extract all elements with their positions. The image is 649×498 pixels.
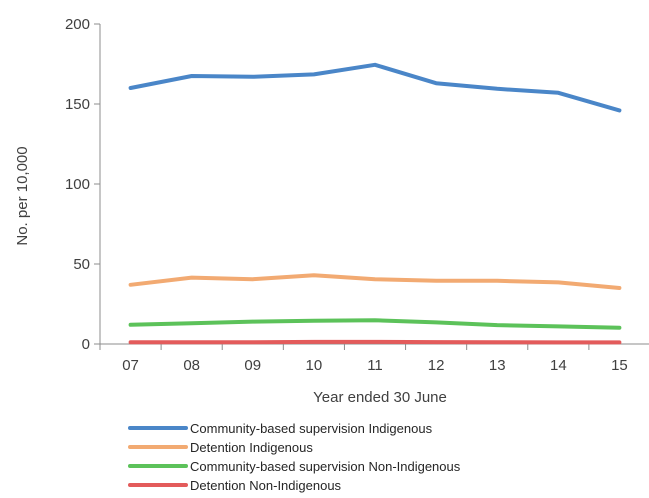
series-line-1 <box>128 62 622 113</box>
x-axis-title: Year ended 30 June <box>313 389 447 406</box>
legend-label-2: Detention Indigenous <box>190 440 313 455</box>
series-line-4 <box>128 339 622 345</box>
series-line-2 <box>128 273 622 290</box>
x-tick-label: 15 <box>611 357 628 374</box>
x-tick-label: 13 <box>489 357 506 374</box>
series-line-3 <box>128 318 622 330</box>
y-tick-label: 50 <box>73 256 90 273</box>
x-tick-label: 09 <box>244 357 261 374</box>
x-tick-label: 12 <box>428 357 445 374</box>
y-tick-label: 0 <box>82 336 90 353</box>
x-axis: 07 08 09 10 11 12 13 14 15 <box>99 343 649 374</box>
x-tick-label: 11 <box>367 357 383 374</box>
y-tick-label: 150 <box>65 96 90 113</box>
series-lines <box>128 62 622 345</box>
x-tick-label: 08 <box>183 357 200 374</box>
x-tick-label: 10 <box>306 357 323 374</box>
y-axis: 0 50 100 150 200 <box>65 16 101 353</box>
legend-label-3: Community-based supervision Non-Indigeno… <box>190 459 461 474</box>
y-tick-label: 100 <box>65 176 90 193</box>
legend-label-1: Community-based supervision Indigenous <box>190 421 433 436</box>
legend: Community-based supervision Indigenous De… <box>128 421 461 493</box>
x-tick-label: 14 <box>550 357 567 374</box>
x-tick-label: 07 <box>122 357 139 374</box>
y-tick-label: 200 <box>65 16 90 33</box>
y-axis-title: No. per 10,000 <box>14 146 31 245</box>
legend-label-4: Detention Non-Indigenous <box>190 478 342 493</box>
